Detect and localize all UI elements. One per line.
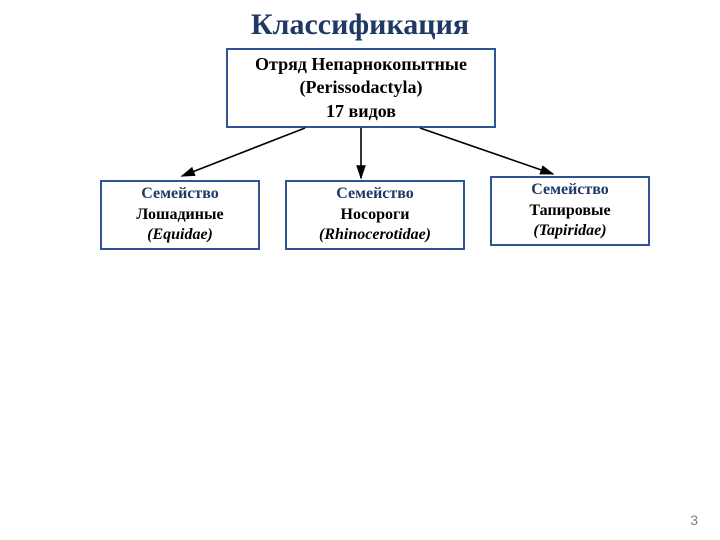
child-name: Лошадиные <box>136 205 223 226</box>
child-name: Носороги <box>341 205 410 226</box>
root-line-2: (Perissodactyla) <box>300 76 423 99</box>
child-label: Семейство <box>141 184 219 205</box>
child-name: Тапировые <box>529 201 610 222</box>
root-node: Отряд Непарнокопытные (Perissodactyla) 1… <box>226 48 496 128</box>
page-title: Классификация <box>0 8 720 42</box>
arrow-right <box>420 128 553 174</box>
child-label: Семейство <box>531 180 609 201</box>
child-node-tapiridae: Семейство Тапировые (Tapiridae) <box>490 176 650 246</box>
child-latin: (Rhinocerotidae) <box>319 225 431 246</box>
page-number: 3 <box>690 512 698 528</box>
child-node-equidae: Семейство Лошадиные (Equidae) <box>100 180 260 250</box>
root-line-3: 17 видов <box>326 100 396 123</box>
child-label: Семейство <box>336 184 414 205</box>
child-node-rhinocerotidae: Семейство Носороги (Rhinocerotidae) <box>285 180 465 250</box>
arrow-left <box>182 128 305 176</box>
root-line-1: Отряд Непарнокопытные <box>255 53 467 76</box>
child-latin: (Tapiridae) <box>533 221 606 242</box>
child-latin: (Equidae) <box>147 225 213 246</box>
